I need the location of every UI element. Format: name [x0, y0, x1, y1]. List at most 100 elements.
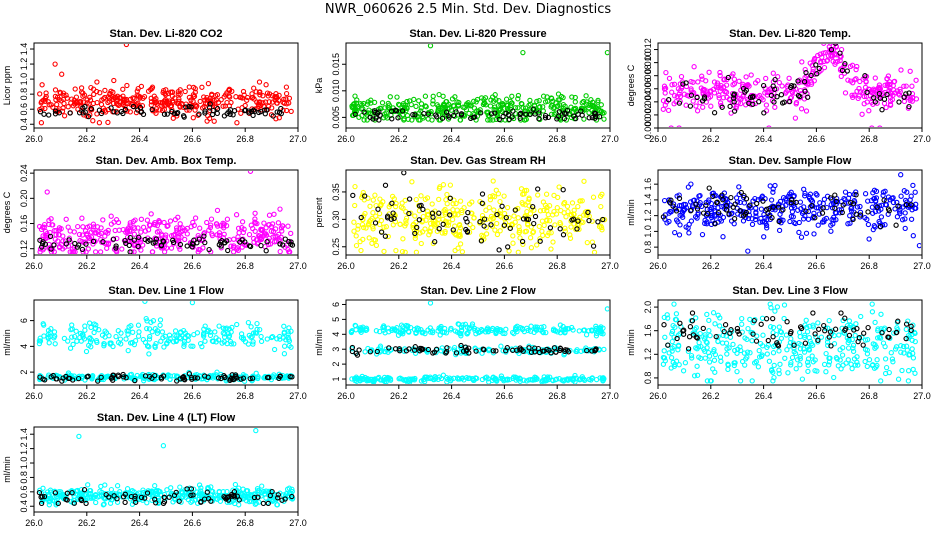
- sampleflow-ytick-label: 1.0: [643, 225, 653, 238]
- sampleflow-main-point: [737, 185, 741, 189]
- line4-main-point: [233, 482, 237, 486]
- rh-main-point: [599, 205, 603, 209]
- rh-main-point: [352, 220, 356, 224]
- rh-main-point: [448, 183, 452, 187]
- rh-main-point: [471, 225, 475, 229]
- pressure-main-point: [505, 97, 509, 101]
- line2-ytick-label: 5: [331, 317, 341, 322]
- pressure-main-point: [353, 94, 357, 98]
- line1-main-point: [289, 329, 293, 333]
- line3-main-point: [806, 369, 810, 373]
- line1-main-point: [150, 330, 154, 334]
- line1-outlier-point: [190, 301, 194, 305]
- pressure-main-point: [510, 94, 514, 98]
- boxtemp-main-point: [215, 208, 219, 212]
- boxtemp-main-point: [101, 218, 105, 222]
- line2-ytick-label: 6: [331, 302, 341, 307]
- line3-main-point: [773, 309, 777, 313]
- line1-main-point: [174, 329, 178, 333]
- temp-main-point: [800, 60, 804, 64]
- line4-main-point: [145, 501, 149, 505]
- rh-main-point: [354, 234, 358, 238]
- line1-main-point: [282, 324, 286, 328]
- boxtemp-main-point: [66, 225, 70, 229]
- line1-main-point: [75, 339, 79, 343]
- line3-main-point: [897, 377, 901, 381]
- line3-xtick-label: 26.4: [755, 391, 773, 401]
- rh-reference-point: [408, 197, 412, 201]
- line1-main-point: [265, 337, 269, 341]
- line4-main-point: [126, 487, 130, 491]
- temp-xtick-label: 26.6: [808, 134, 826, 144]
- line3-main-point: [849, 362, 853, 366]
- rh-main-point: [378, 197, 382, 201]
- boxtemp-ytick-label: 0.12: [19, 240, 29, 258]
- pressure-main-point: [409, 103, 413, 107]
- line3-main-point: [824, 370, 828, 374]
- co2-main-point: [284, 85, 288, 89]
- line3-reference-point: [811, 311, 815, 315]
- temp-main-point: [696, 80, 700, 84]
- boxtemp-main-point: [94, 250, 98, 254]
- boxtemp-main-point: [194, 216, 198, 220]
- temp-main-point: [899, 68, 903, 72]
- rh-main-point: [445, 202, 449, 206]
- line1-xtick-label: 26.6: [184, 391, 202, 401]
- pressure-main-point: [423, 94, 427, 98]
- pressure-xtick-label: 26.6: [496, 134, 514, 144]
- line1-xtick-label: 26.2: [78, 391, 96, 401]
- rh-main-point: [370, 241, 374, 245]
- line3-main-point: [718, 355, 722, 359]
- line1-main-point: [137, 334, 141, 338]
- line4-ytick-label: 0.6: [19, 486, 29, 499]
- line2-ytick-label: 1: [331, 377, 341, 382]
- sampleflow-main-point: [700, 233, 704, 237]
- rh-main-point: [451, 208, 455, 212]
- temp-main-point: [694, 104, 698, 108]
- boxtemp-main-point: [272, 212, 276, 216]
- co2-xtick-label: 26.2: [78, 134, 96, 144]
- line3-main-point: [748, 317, 752, 321]
- line4-main-point: [260, 484, 264, 488]
- line2-ytick-label: 2: [331, 362, 341, 367]
- rh-main-point: [359, 248, 363, 252]
- temp-xtick-label: 26.2: [702, 134, 720, 144]
- line3-main-point: [853, 333, 857, 337]
- rh-main-point: [371, 198, 375, 202]
- line3-main-point: [713, 322, 717, 326]
- rh-main-point: [354, 244, 358, 248]
- line3-main-point: [904, 327, 908, 331]
- line3-main-point: [756, 365, 760, 369]
- rh-main-point: [516, 216, 520, 220]
- line1-main-point: [260, 339, 264, 343]
- temp-reference-point: [897, 100, 901, 104]
- sampleflow-main-point: [750, 222, 754, 226]
- temp-main-point: [664, 71, 668, 75]
- sampleflow-reference-point: [833, 193, 837, 197]
- line3-reference-point: [887, 327, 891, 331]
- line3-ytick-label: 2.0: [643, 301, 653, 314]
- line1-main-point: [235, 322, 239, 326]
- sampleflow-main-point: [879, 215, 883, 219]
- temp-reference-point: [688, 104, 692, 108]
- rh-main-point: [492, 208, 496, 212]
- temp-main-point: [773, 105, 777, 109]
- rh-main-point: [563, 226, 567, 230]
- boxtemp-main-point: [145, 218, 149, 222]
- sampleflow-main-point: [742, 201, 746, 205]
- co2-main-point: [38, 92, 42, 96]
- sampleflow-main-point: [913, 190, 917, 194]
- line3-main-point: [884, 357, 888, 361]
- co2-main-point: [80, 86, 84, 90]
- rh-main-point: [419, 241, 423, 245]
- line3-main-point: [790, 356, 794, 360]
- boxtemp-xtick-label: 26.0: [25, 261, 43, 271]
- line4-xtick-label: 27.0: [289, 518, 307, 528]
- line3-main-point: [712, 358, 716, 362]
- boxtemp-main-point: [225, 217, 229, 221]
- line3-reference-point: [765, 317, 769, 321]
